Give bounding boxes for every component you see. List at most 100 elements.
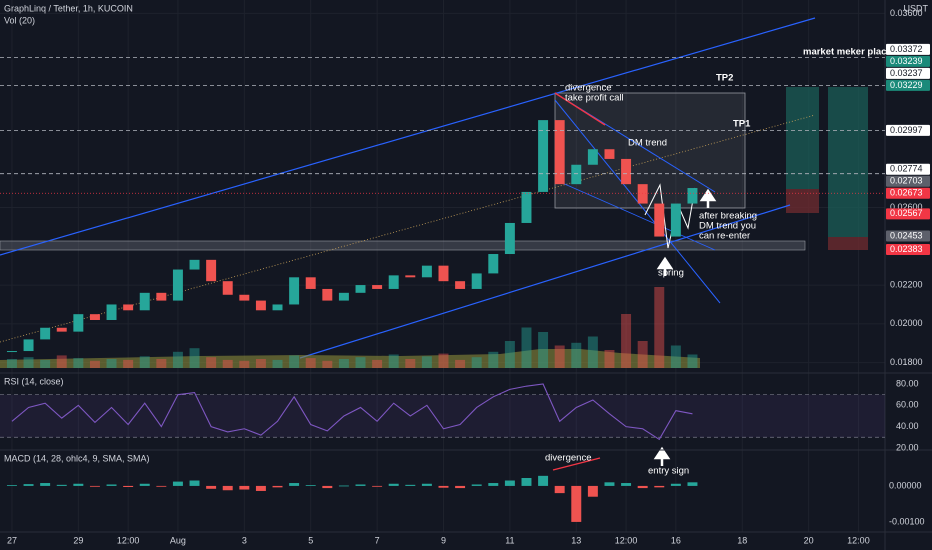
candle: [604, 149, 615, 159]
annotation: divergence: [545, 453, 591, 464]
candle: [6, 351, 17, 353]
rsi-line: [11, 383, 693, 441]
price-tag: [886, 124, 930, 136]
candle: [73, 314, 84, 332]
volume-bar: [372, 359, 383, 368]
up-arrow: [653, 446, 671, 466]
macd-bar: [56, 484, 67, 486]
volume-bar: [222, 359, 233, 368]
y-tick-label: 0.00000: [889, 480, 922, 490]
x-tick-label: Aug: [170, 535, 186, 545]
chart-title: GraphLinq / Tether, 1h, KUCOIN: [4, 3, 133, 13]
volume-bar: [56, 355, 67, 368]
rsi-band: [0, 394, 885, 438]
price-tag-label: 0.03372: [890, 44, 923, 54]
candle: [255, 300, 266, 311]
price-tag: [886, 244, 930, 256]
macd-bar: [604, 482, 615, 486]
macd-bar: [40, 483, 51, 486]
candle: [687, 188, 698, 204]
macd-bar: [455, 485, 466, 489]
candle: [621, 158, 632, 185]
macd-bar: [6, 485, 17, 486]
annotation: take profit call: [565, 93, 624, 104]
volume-bar: [6, 359, 17, 368]
x-tick-label: 12:00: [615, 535, 638, 545]
mid-line: [0, 114, 816, 343]
macd-bar: [89, 485, 100, 487]
volume-bar: [421, 356, 432, 368]
macd-bar: [272, 485, 283, 488]
macd-bar: [471, 484, 482, 486]
x-tick-label: 18: [737, 535, 747, 545]
macd-bar: [438, 485, 449, 488]
price-tag: [886, 43, 930, 55]
macd-bar: [322, 485, 333, 489]
up-arrow: [656, 256, 674, 276]
candle: [272, 304, 283, 311]
x-tick-label: 9: [441, 535, 446, 545]
macd-bar: [621, 483, 632, 486]
candle: [305, 277, 316, 289]
macd-bar: [23, 484, 34, 486]
price-tag: [886, 163, 930, 175]
macd-bar: [421, 483, 432, 486]
volume-bar: [123, 359, 134, 368]
support-zone: [0, 240, 806, 251]
annotation: TP2: [716, 73, 733, 84]
marks: [6, 120, 698, 522]
candle: [239, 294, 250, 301]
grid: [0, 0, 885, 532]
volume-bar: [521, 327, 532, 368]
volume-bar: [621, 314, 632, 368]
macd-bar: [405, 484, 416, 486]
volume-bar: [89, 360, 100, 368]
price-tag: [886, 230, 930, 242]
candle: [40, 327, 51, 340]
volume-bar: [40, 359, 51, 368]
x-tick-label: 29: [73, 535, 83, 545]
volume-bar: [388, 354, 399, 368]
candle: [322, 288, 333, 301]
macd-bar: [338, 485, 349, 487]
volume-bar: [504, 341, 515, 368]
macd-bar: [206, 485, 217, 489]
price-tag: [886, 79, 930, 91]
volume-bar: [604, 350, 615, 368]
volume-bar: [488, 351, 499, 368]
annotation: TP1: [733, 119, 751, 130]
candle: [670, 203, 681, 237]
candle: [139, 292, 150, 311]
candle: [654, 203, 665, 237]
annotation: DM trend: [628, 138, 667, 149]
candle: [388, 275, 399, 289]
annotation: after breaking: [699, 211, 757, 222]
volume-bar: [255, 359, 266, 368]
annotation: market meker place: [803, 47, 892, 58]
candle: [504, 222, 515, 255]
volume-bar: [554, 345, 565, 368]
candle: [521, 191, 532, 223]
annotation: can re-enter: [699, 231, 750, 242]
x-tick-label: 5: [308, 535, 313, 545]
volume-bar: [670, 345, 681, 368]
candle: [571, 164, 582, 185]
price-tag: [886, 175, 930, 187]
volume-bar: [338, 359, 349, 368]
price-tag-label: 0.02567: [890, 208, 923, 218]
volume-bar: [272, 359, 283, 368]
volume-label: Vol (20): [4, 15, 35, 25]
price-tag: [886, 55, 930, 67]
candle: [587, 149, 598, 165]
volume-bar: [587, 336, 598, 368]
down-channel-line: [554, 99, 721, 304]
macd-bar: [488, 483, 499, 486]
long-profit-zone: [786, 87, 819, 189]
candle: [189, 259, 200, 270]
volume-bar: [73, 358, 84, 368]
macd-bar: [156, 485, 167, 487]
macd-bar: [355, 484, 366, 486]
price-tag-label: 0.02774: [890, 164, 923, 174]
channel-lower: [299, 204, 791, 359]
